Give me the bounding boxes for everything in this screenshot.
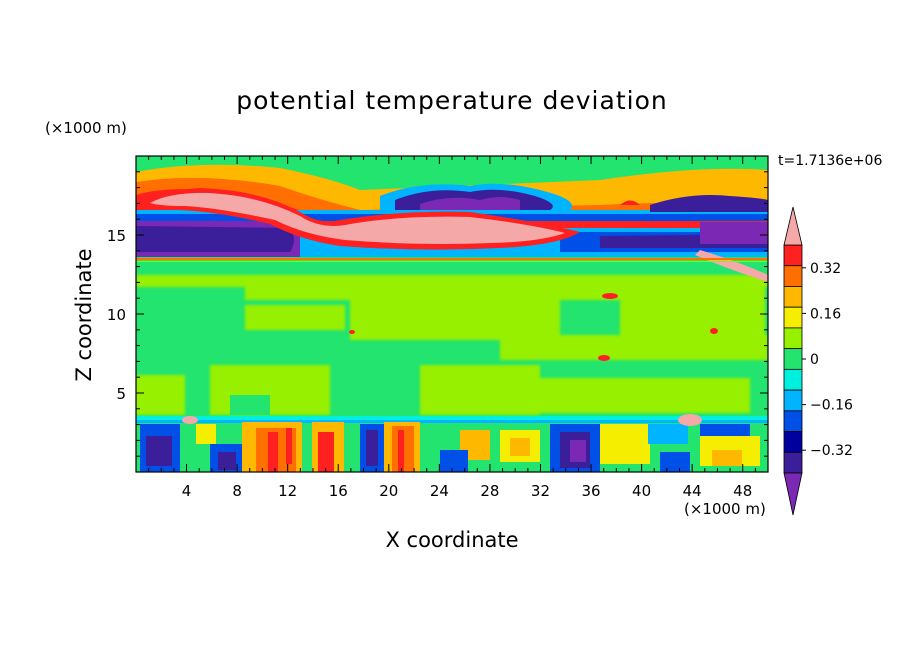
x-tick-label: 36 xyxy=(581,482,600,500)
x-tick-label: 8 xyxy=(232,482,242,500)
colorbar-swatch xyxy=(783,327,803,350)
colorbar: 0.32 0.16 0 −0.16 −0.32 xyxy=(783,206,853,516)
contour-field xyxy=(136,156,768,472)
x-tick-label: 48 xyxy=(733,482,752,500)
x-axis-label: X coordinate xyxy=(385,528,519,552)
colorbar-swatch xyxy=(783,306,803,329)
colorbar-label: 0.16 xyxy=(810,306,841,322)
y-tick-label: 15 xyxy=(107,227,126,245)
colorbar-swatch xyxy=(783,410,803,432)
x-tick-label: 4 xyxy=(182,482,192,500)
colorbar-swatch xyxy=(783,244,803,267)
x-tick-label: 12 xyxy=(278,482,297,500)
colorbar-swatch xyxy=(783,348,803,370)
x-tick-label: 20 xyxy=(379,482,398,500)
chart-title: potential temperature deviation xyxy=(236,86,668,115)
colorbar-swatch xyxy=(783,286,803,308)
x-tick-label: 28 xyxy=(480,482,499,500)
colorbar-label: −0.32 xyxy=(810,443,853,459)
x-tick-label: 16 xyxy=(329,482,348,500)
x-tick-label: 32 xyxy=(531,482,550,500)
colorbar-swatch xyxy=(783,368,803,391)
y-tick-label: 5 xyxy=(116,385,126,403)
colorbar-label: 0 xyxy=(810,352,819,368)
colorbar-bottom-arrow xyxy=(783,472,803,516)
time-label: t=1.7136e+06 xyxy=(778,153,883,169)
colorbar-label: 0.32 xyxy=(810,261,841,277)
colorbar-swatch xyxy=(783,389,803,412)
x-tick-label: 44 xyxy=(683,482,702,500)
colorbar-swatch xyxy=(783,431,803,453)
x-tick-label: 24 xyxy=(430,482,449,500)
y-tick-label: 10 xyxy=(107,306,126,324)
x-tick-label: 40 xyxy=(632,482,651,500)
colorbar-swatch xyxy=(783,451,803,474)
y-axis-unit: (×1000 m) xyxy=(45,119,127,137)
x-axis-unit: (×1000 m) xyxy=(684,500,766,518)
colorbar-top-arrow xyxy=(783,206,803,246)
colorbar-swatch xyxy=(783,265,803,287)
colorbar-label: −0.16 xyxy=(810,398,853,414)
